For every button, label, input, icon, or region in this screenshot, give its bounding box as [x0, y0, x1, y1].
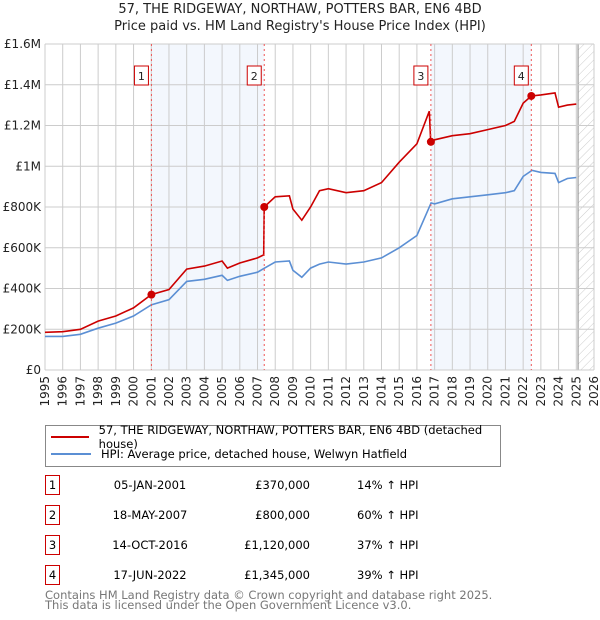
transaction-marker: 1 — [45, 475, 60, 495]
footer-copyright: Contains HM Land Registry data © Crown c… — [45, 588, 493, 602]
y-tick-label: £400K — [3, 282, 43, 296]
x-tick-label: 2000 — [127, 376, 141, 407]
transaction-row: 3 14-OCT-2016 £1,120,000 37% ↑ HPI — [45, 535, 445, 555]
transaction-price: £1,120,000 — [244, 538, 310, 552]
property-price-line — [44, 92, 577, 334]
footer-licence: This data is licensed under the Open Gov… — [45, 598, 412, 612]
x-tick-label: 1997 — [73, 376, 87, 407]
sale-label-box — [246, 65, 262, 86]
sale-point — [527, 91, 536, 100]
legend-item-hpi: HPI: Average price, detached house, Welw… — [51, 446, 407, 462]
y-tick-label: £1.6M — [4, 37, 41, 51]
y-tick-label: £1M — [15, 159, 41, 173]
chart-subtitle: Price paid vs. HM Land Registry's House … — [114, 19, 486, 34]
x-tick-label: 2026 — [587, 376, 600, 407]
x-tick-label: 2020 — [481, 376, 495, 407]
x-tick-label: 2024 — [552, 376, 566, 407]
x-tick-label: 2012 — [339, 376, 353, 407]
y-tick-label: £600K — [3, 241, 43, 255]
transaction-row: 1 05-JAN-2001 £370,000 14% ↑ HPI — [45, 475, 445, 495]
x-tick-label: 2002 — [162, 376, 176, 407]
x-tick-label: 2014 — [374, 376, 388, 407]
x-tick-label: 2009 — [286, 376, 300, 407]
sale-label-box — [513, 65, 529, 86]
footer: Contains HM Land Registry data © Crown c… — [45, 588, 493, 612]
sale-label: 3 — [417, 70, 424, 83]
x-tick-label: 2017 — [428, 376, 442, 407]
transaction-row: 4 17-JUN-2022 £1,345,000 39% ↑ HPI — [45, 565, 445, 585]
x-tick-label: 2007 — [251, 376, 265, 407]
legend-label: 57, THE RIDGEWAY, NORTHAW, POTTERS BAR, … — [98, 423, 483, 451]
x-tick-label: 2025 — [569, 376, 583, 407]
price-chart: 1995 1996 1997 1998 1999 2000 2001 2002 2003 2004… — [3, 37, 600, 407]
transaction-date: 14-OCT-2016 — [112, 538, 188, 552]
x-tick-label: 2006 — [233, 376, 247, 407]
y-tick-label: £1.4M — [4, 78, 41, 92]
transaction-price: £1,345,000 — [244, 568, 310, 582]
transaction-price: £370,000 — [255, 478, 310, 492]
transaction-date: 18-MAY-2007 — [112, 508, 188, 522]
hpi-line — [45, 169, 577, 338]
x-tick-label: 2013 — [357, 376, 371, 407]
transaction-price: £800,000 — [255, 508, 310, 522]
sale-point — [147, 290, 156, 299]
y-tick-label: £0 — [26, 363, 41, 377]
sale-label-box — [413, 65, 429, 86]
x-tick-label: 1999 — [109, 376, 123, 407]
x-tick-label: 2016 — [410, 376, 424, 407]
x-tick-label: 1998 — [91, 376, 105, 407]
legend-swatch-red — [51, 436, 89, 438]
legend-item-property: 57, THE RIDGEWAY, NORTHAW, POTTERS BAR, … — [51, 423, 500, 451]
x-tick-label: 2004 — [197, 376, 211, 407]
transaction-hpi: 37% ↑ HPI — [357, 538, 419, 552]
x-tick-label: 2010 — [304, 376, 318, 407]
x-tick-label: 1996 — [56, 376, 70, 407]
transaction-hpi: 60% ↑ HPI — [357, 508, 419, 522]
transaction-row: 2 18-MAY-2007 £800,000 60% ↑ HPI — [45, 505, 445, 525]
x-tick-label: 2001 — [144, 376, 158, 407]
x-tick-label: 2011 — [321, 376, 335, 407]
x-tick-label: 2008 — [268, 376, 282, 407]
transaction-hpi: 39% ↑ HPI — [357, 568, 419, 582]
x-tick-label: 2018 — [445, 376, 459, 407]
sale-label: 1 — [138, 70, 145, 83]
legend-label: HPI: Average price, detached house, Welw… — [101, 447, 408, 461]
sale-label: 2 — [251, 70, 258, 83]
sale-label-box — [133, 65, 149, 86]
x-tick-label: 2019 — [463, 376, 477, 407]
x-tick-label: 2021 — [498, 376, 512, 407]
legend: 57, THE RIDGEWAY, NORTHAW, POTTERS BAR, … — [45, 423, 501, 467]
x-tick-label: 2003 — [180, 376, 194, 407]
legend-swatch-blue — [51, 453, 91, 455]
x-tick-label: 1995 — [38, 376, 52, 407]
y-tick-label: £200K — [3, 322, 43, 336]
y-tick-label: £1.2M — [4, 119, 41, 133]
x-tick-label: 2005 — [215, 376, 229, 407]
transaction-date: 17-JUN-2022 — [113, 568, 187, 582]
transaction-marker: 2 — [45, 505, 60, 525]
x-tick-label: 2022 — [516, 376, 530, 407]
sale-point — [426, 137, 435, 146]
transaction-hpi: 14% ↑ HPI — [357, 478, 419, 492]
chart-title: 57, THE RIDGEWAY, NORTHAW, POTTERS BAR, … — [118, 2, 482, 17]
transaction-marker: 3 — [45, 535, 60, 555]
sale-label: 4 — [518, 70, 525, 83]
x-tick-label: 2015 — [392, 376, 406, 407]
x-tick-label: 2023 — [534, 376, 548, 407]
transaction-marker: 4 — [45, 565, 60, 585]
y-tick-label: £800K — [3, 200, 43, 214]
sale-point — [260, 203, 269, 211]
transaction-date: 05-JAN-2001 — [113, 478, 187, 492]
